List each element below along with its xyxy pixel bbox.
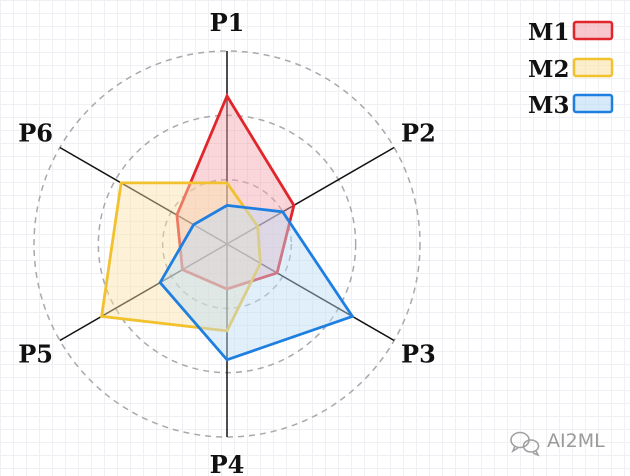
radar-series: [100, 92, 355, 362]
axis-label-p6: P6: [18, 119, 53, 148]
legend-item-m2[interactable]: M2: [528, 56, 614, 83]
axis-label-p2: P2: [401, 119, 436, 148]
legend-label-m2: M2: [528, 56, 569, 83]
watermark-text: AI2ML: [547, 430, 605, 452]
series-m2-area[interactable]: [100, 181, 262, 333]
wechat-icon: [510, 431, 540, 457]
axis-p3: [226, 243, 395, 342]
legend-swatch-m3: [572, 93, 614, 114]
legend-label-m1: M1: [528, 19, 569, 46]
legend-label-m3: M3: [528, 92, 569, 119]
legend-item-m3[interactable]: M3: [528, 92, 614, 119]
legend: M1 M2 M3: [528, 19, 614, 119]
axis-label-p4: P4: [210, 450, 245, 476]
legend-swatch-m1: [572, 20, 614, 41]
axis-p6: [59, 146, 228, 245]
grid-ring-3: [33, 50, 421, 438]
axis-p2: [226, 146, 395, 245]
watermark: AI2ML: [510, 430, 605, 457]
radar-axes: [59, 51, 395, 437]
legend-item-m1[interactable]: M1: [528, 19, 614, 46]
series-m3-area[interactable]: [158, 203, 355, 362]
radar-axis-labels: P1 P2 P3 P4 P5 P6: [18, 8, 436, 476]
legend-swatch-m2: [572, 57, 614, 78]
axis-p5: [59, 243, 228, 342]
axis-label-p5: P5: [18, 340, 53, 369]
axis-label-p1: P1: [210, 8, 245, 37]
axis-label-p3: P3: [401, 340, 436, 369]
